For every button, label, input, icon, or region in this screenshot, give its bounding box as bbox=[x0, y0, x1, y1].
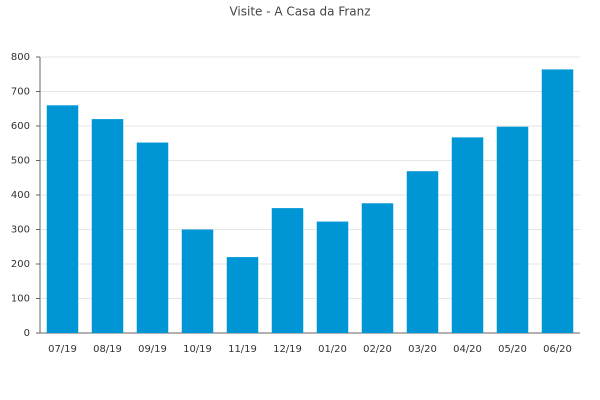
x-tick-label: 10/19 bbox=[183, 344, 212, 355]
x-tick-label: 12/19 bbox=[273, 344, 302, 355]
x-tick-label: 08/19 bbox=[93, 344, 122, 355]
y-tick-label: 700 bbox=[11, 87, 30, 98]
bar bbox=[316, 221, 349, 333]
y-tick-label: 100 bbox=[11, 294, 30, 305]
bar bbox=[406, 171, 439, 333]
x-tick-label: 03/20 bbox=[408, 344, 437, 355]
chart-title: Visite - A Casa da Franz bbox=[229, 5, 370, 19]
bar bbox=[46, 105, 79, 333]
x-tick-label: 07/19 bbox=[48, 344, 77, 355]
y-tick-label: 400 bbox=[11, 190, 30, 201]
y-tick-label: 0 bbox=[24, 328, 30, 339]
bar bbox=[496, 126, 529, 333]
y-tick-label: 800 bbox=[11, 52, 30, 63]
bar bbox=[226, 257, 259, 333]
x-tick-label: 06/20 bbox=[543, 344, 572, 355]
x-tick-label: 11/19 bbox=[228, 344, 257, 355]
x-tick-label: 09/19 bbox=[138, 344, 167, 355]
x-tick-label: 04/20 bbox=[453, 344, 482, 355]
bar bbox=[271, 208, 304, 333]
x-tick-label: 05/20 bbox=[498, 344, 527, 355]
bar bbox=[136, 142, 169, 333]
y-tick-label: 200 bbox=[11, 259, 30, 270]
x-tick-label: 01/20 bbox=[318, 344, 347, 355]
bar bbox=[451, 137, 484, 333]
bar bbox=[361, 203, 394, 333]
bar bbox=[91, 119, 124, 333]
y-tick-label: 300 bbox=[11, 225, 30, 236]
bar bbox=[181, 229, 214, 333]
y-tick-label: 500 bbox=[11, 156, 30, 167]
x-tick-label: 02/20 bbox=[363, 344, 392, 355]
y-tick-label: 600 bbox=[11, 121, 30, 132]
bar bbox=[541, 69, 574, 334]
